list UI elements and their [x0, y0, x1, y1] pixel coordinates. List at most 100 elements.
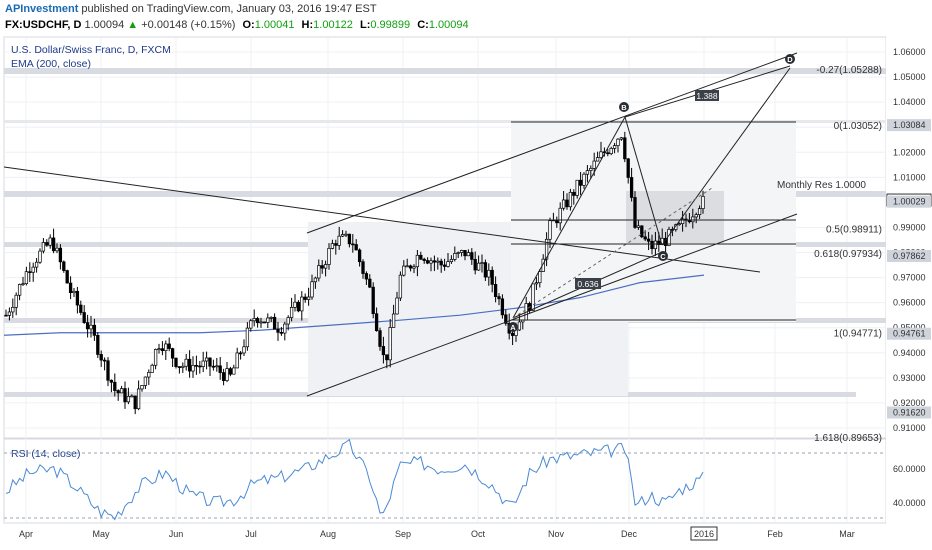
- candle-body: [174, 357, 178, 367]
- price-tag-text: 1.00029: [893, 197, 926, 207]
- rsi-line: [5, 438, 704, 521]
- high-label: H:: [301, 19, 314, 31]
- candle-body: [147, 372, 151, 378]
- price-tag: [887, 406, 931, 419]
- price-tag: [887, 119, 931, 132]
- symbol-label: FX:USDCHF, D: [5, 19, 82, 31]
- price-tick: 0.96000: [893, 298, 926, 308]
- time-axis-bg: [0, 524, 932, 550]
- time-tick: Mar: [839, 529, 855, 539]
- rsi-path: [5, 438, 704, 521]
- candle-body: [657, 240, 661, 246]
- candle-body: [232, 367, 236, 375]
- price-tick: 1.01000: [893, 172, 926, 182]
- point-b-marker: [619, 102, 629, 112]
- candle-body: [303, 296, 307, 300]
- price-tick: 1.06000: [893, 47, 926, 57]
- candle-body: [582, 173, 586, 186]
- symbol-line: FX:USDCHF, D 1.00094 ▲ +0.00148 (+0.15%)…: [5, 19, 469, 31]
- candle-body: [68, 282, 73, 294]
- price-tag-text: 0.91620: [893, 407, 926, 417]
- candle-body: [92, 324, 97, 336]
- candle-body: [289, 307, 294, 318]
- candle-body: [449, 259, 454, 263]
- candle-body: [160, 348, 165, 352]
- candle-body: [470, 252, 474, 260]
- candle-body: [429, 260, 433, 264]
- publish-info: published on TradingView.com, January 03…: [81, 3, 377, 15]
- candle-body: [14, 294, 18, 308]
- candle-body: [102, 359, 107, 362]
- candle-body: [402, 265, 406, 276]
- candle-body: [697, 208, 702, 215]
- candle-body: [364, 273, 369, 280]
- candle-body: [17, 284, 22, 296]
- candle-body: [391, 313, 396, 328]
- candle-body: [405, 265, 409, 268]
- ratio-text-1: 1.388: [696, 91, 718, 101]
- candle-body: [187, 358, 192, 372]
- high-value: 1.00122: [313, 19, 353, 31]
- publisher-name[interactable]: APInvestment: [5, 3, 79, 15]
- candle-body: [140, 385, 144, 390]
- band-105: [4, 68, 886, 74]
- price-tick: 0.97000: [893, 273, 926, 283]
- candle-body: [211, 365, 216, 368]
- candle-body: [259, 321, 263, 324]
- candle-body: [150, 364, 154, 373]
- candle-body: [262, 321, 267, 324]
- close-value: 1.00094: [428, 19, 469, 31]
- band-100: [4, 191, 886, 197]
- rsi-pane[interactable]: [3, 438, 887, 524]
- candle-body: [500, 298, 505, 316]
- time-tick: Aug: [320, 529, 336, 539]
- rsi-axis: 60.0000 40.0000: [893, 464, 926, 508]
- candle-body: [164, 343, 168, 352]
- candle-body: [116, 390, 120, 394]
- price-tag-text: 1.03084: [893, 120, 926, 130]
- candle-body: [643, 236, 647, 240]
- price-tick: 1.04000: [893, 97, 926, 107]
- candle-body: [629, 177, 634, 198]
- candle-body: [323, 264, 328, 269]
- candle-body: [113, 381, 117, 391]
- point-c-label: C: [660, 252, 666, 261]
- publish-line: APInvestment published on TradingView.co…: [5, 3, 377, 15]
- candle-body: [694, 214, 698, 218]
- candle-body: [558, 207, 562, 224]
- candle-body: [636, 225, 641, 228]
- candle-body: [41, 242, 46, 252]
- candle-body: [398, 274, 403, 299]
- candle-body: [276, 328, 280, 333]
- channel-top: [306, 52, 798, 234]
- candle-body: [388, 327, 392, 361]
- candle-body: [354, 244, 358, 251]
- price-axis[interactable]: 1.060001.050001.040001.030001.020001.010…: [886, 37, 932, 523]
- time-axis[interactable]: Apr May Jun Jul Aug Sep Oct Nov Dec 2016 Feb Mar: [0, 524, 932, 550]
- price-tick: 0.91000: [893, 423, 926, 433]
- candle-body: [82, 312, 86, 323]
- candle-body: [136, 388, 141, 410]
- candle-body: [412, 266, 416, 269]
- candle-body: [701, 196, 705, 209]
- candle-body: [221, 372, 226, 381]
- candle-body: [408, 265, 413, 269]
- candle-body: [201, 360, 205, 367]
- candle-body: [51, 237, 56, 252]
- monthly-res-label: Monthly Res 1.0000: [777, 180, 866, 191]
- candle-body: [466, 252, 471, 257]
- fib-level-label: -0.27(1.05288): [816, 65, 882, 76]
- candle-body: [306, 296, 311, 300]
- candle-body: [235, 352, 239, 369]
- candle-body: [337, 235, 341, 246]
- candle-body: [691, 216, 695, 223]
- candle-body: [75, 290, 80, 306]
- candle-body: [456, 252, 460, 254]
- candle-body: [55, 247, 59, 252]
- chart-header: APInvestment published on TradingView.co…: [0, 0, 932, 36]
- candle-body: [72, 290, 76, 294]
- candle-body: [283, 323, 287, 334]
- candle-body: [320, 265, 324, 269]
- candle-body: [249, 320, 253, 329]
